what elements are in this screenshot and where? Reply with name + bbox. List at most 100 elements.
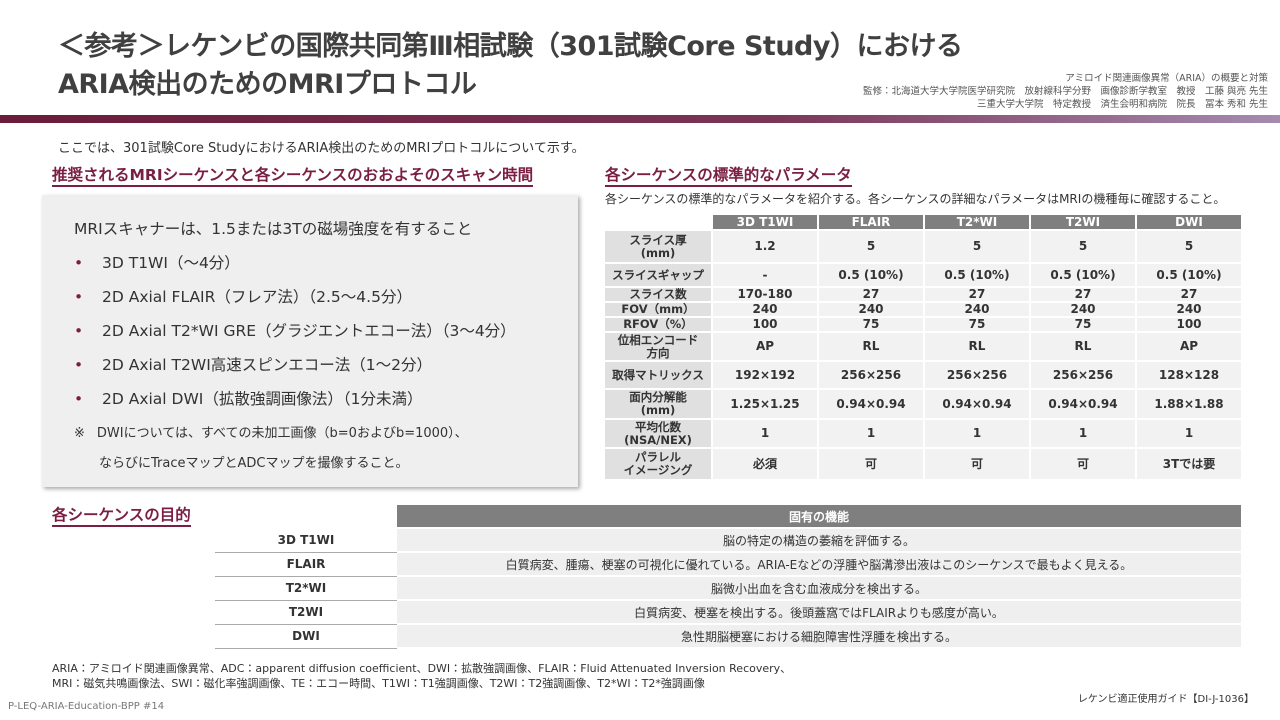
intro: ここでは、301試験Core StudyにおけるARIA検出のためのMRIプロト…	[58, 141, 585, 156]
cell: 0.94×0.94	[1029, 388, 1137, 420]
cell: 27	[1029, 286, 1137, 303]
row-label-line: FOV（mm）	[621, 302, 695, 316]
cell: 0.94×0.94	[817, 388, 925, 420]
row-label-line: 平均化数	[635, 419, 681, 434]
section-heading: 推奨されるMRIシーケンスと各シーケンスのおおよそのスキャン時間	[52, 163, 534, 187]
table-row: FOV（mm） 240 240 240 240 240	[603, 301, 1243, 318]
column-header: T2*WI	[923, 213, 1031, 231]
cell: 5	[923, 229, 1031, 264]
table-row: T2*WI 脳微小出血を含む血液成分を検出する。	[215, 576, 1241, 601]
list-item: • 2D Axial DWI（拡散強調画像法）（1分未満）	[74, 387, 578, 409]
cell: 5	[817, 229, 925, 264]
bullet: •	[74, 356, 84, 374]
row-label-line: スライス数	[629, 287, 687, 301]
cell: RL	[1029, 331, 1137, 362]
credit-line: 三重大学大学院 特定教授 済生会明和病院 院長 冨本 秀和 先生	[976, 99, 1268, 110]
cell: 75	[817, 316, 925, 333]
cell: 0.5 (10%)	[1029, 262, 1137, 288]
cell: 可	[817, 447, 925, 481]
item-text: 2D Axial FLAIR（フレア法）（2.5～4.5分）	[102, 288, 412, 306]
cell: -	[711, 262, 819, 288]
cell: 3Tでは要	[1135, 447, 1243, 481]
cell: 0.5 (10%)	[817, 262, 925, 288]
row-label-line: (mm)	[640, 403, 676, 417]
cell: 170-180	[711, 286, 819, 303]
sequence-name: 3D T1WI	[215, 528, 397, 553]
row-label-line: イメージング	[623, 463, 693, 477]
row-label: FOV（mm）	[603, 301, 713, 318]
title-line: ARIA検出のためのMRIプロトコル	[58, 69, 477, 100]
row-label: RFOV（%）	[603, 316, 713, 333]
cell: 可	[923, 447, 1031, 481]
table-row: FLAIR 白質病変、腫瘍、梗塞の可視化に優れている。ARIA-Eなどの浮腫や脳溝…	[215, 552, 1241, 577]
row-label-line: RFOV（%）	[623, 317, 693, 331]
title: ＜参考＞レケンビの国際共同第Ⅲ相試験（301試験Core Study）における A…	[58, 28, 963, 104]
column-header: T2WI	[1029, 213, 1137, 231]
function-text: 白質病変、梗塞を検出する。後頭蓋窩ではFLAIRよりも感度が高い。	[397, 600, 1241, 625]
subtitle: 各シーケンスの標準的なパラメータを紹介する。各シーケンスの詳細なパラメータはMR…	[605, 192, 1226, 206]
column-header: 3D T1WI	[711, 213, 819, 231]
row-label: スライス数	[603, 286, 713, 303]
cell: RL	[817, 331, 925, 362]
list-item: • 2D Axial T2*WI GRE（グラジエントエコー法）（3～4分）	[74, 319, 578, 341]
title-line: ＜参考＞レケンビの国際共同第Ⅲ相試験（301試験Core Study）における	[58, 31, 963, 62]
row-label-line: 面内分解能	[629, 390, 687, 404]
header-bar	[0, 115, 1280, 123]
cell: 5	[1135, 229, 1243, 264]
note-row: ※ DWIについては、すべての未加工画像（b=0およびb=1000）、	[74, 419, 578, 449]
row-label: 位相エンコード 方向	[603, 331, 713, 362]
item-text: 2D Axial T2WI高速スピンエコー法（1～2分）	[102, 356, 432, 374]
header-row: 固有の機能	[215, 505, 1241, 529]
section-heading: 各シーケンスの目的	[52, 503, 191, 527]
row-label-line: スライス厚	[629, 232, 687, 247]
cell: 27	[817, 286, 925, 303]
footnote-line: ARIA：アミロイド関連画像異常、ADC：apparent diffusion …	[52, 662, 792, 675]
cell: 1	[1029, 418, 1137, 449]
table-row: DWI 急性期脳梗塞における細胞障害性浮腫を検出する。	[215, 624, 1241, 649]
cell: 256×256	[817, 360, 925, 390]
corner-cell	[603, 213, 713, 231]
cell: 1	[1135, 418, 1243, 449]
table-row: スライス厚 (mm) 1.2 5 5 5 5	[603, 229, 1243, 264]
row-label-line: (NSA/NEX)	[624, 432, 692, 447]
bullet: •	[74, 322, 84, 340]
table-row: T2WI 白質病変、梗塞を検出する。後頭蓋窩ではFLAIRよりも感度が高い。	[215, 600, 1241, 625]
table-row: RFOV（%） 100 75 75 75 100	[603, 316, 1243, 333]
cell: 1	[711, 418, 819, 449]
function-text: 急性期脳梗塞における細胞障害性浮腫を検出する。	[397, 624, 1241, 649]
cell: AP	[1135, 331, 1243, 362]
slide-code: P-LEQ-ARIA-Education-BPP #14	[8, 701, 165, 712]
cell: 0.94×0.94	[923, 388, 1031, 420]
cell: 240	[711, 301, 819, 318]
table-row: パラレル イメージング 必須可可可 3Tでは要	[603, 447, 1243, 481]
cell: RL	[923, 331, 1031, 362]
row-label: 面内分解能 (mm)	[603, 388, 713, 420]
item-text: 3D T1WI（～4分）	[102, 254, 240, 272]
footnotes: ARIA：アミロイド関連画像異常、ADC：apparent diffusion …	[52, 661, 791, 691]
lead: MRIスキャナーは、1.5または3Tの磁場強度を有すること	[74, 220, 473, 238]
cell: 1	[923, 418, 1031, 449]
cell: 27	[923, 286, 1031, 303]
bullet: •	[74, 254, 84, 272]
table-row: スライス数 170-180 27 27 27 27	[603, 286, 1243, 303]
row-label-line: 方向	[646, 345, 670, 360]
note-line: ならびにTraceマップとADCマップを撮像すること。	[99, 456, 409, 471]
section-heading: 各シーケンスの標準的なパラメータ	[605, 163, 852, 187]
row-label-line: スライスギャップ	[612, 267, 704, 282]
cell: 1.25×1.25	[711, 388, 819, 420]
bullet: •	[74, 288, 84, 306]
cell: 240	[1135, 301, 1243, 318]
row-label: 平均化数 (NSA/NEX)	[603, 418, 713, 449]
requirements-box: MRIスキャナーは、1.5または3Tの磁場強度を有すること • 3D T1WI（～…	[42, 195, 578, 487]
cell: 5	[1029, 229, 1137, 264]
credit-line: アミロイド関連画像異常（ARIA）の概要と対策	[1065, 73, 1268, 84]
cell: 必須	[711, 447, 819, 481]
list-item: • 2D Axial FLAIR（フレア法）（2.5～4.5分）	[74, 285, 578, 307]
credit-line: 監修：北海道大学大学院医学研究院 放射線科学分野 画像診断学教室 教授 工藤 與…	[862, 86, 1268, 97]
note-line: DWIについては、すべての未加工画像（b=0およびb=1000）、	[96, 426, 468, 441]
guide-code: レケンビ適正使用ガイド【DI-J-1036】	[1077, 694, 1254, 705]
cell: 0.5 (10%)	[1135, 262, 1243, 288]
function-text: 白質病変、腫瘍、梗塞の可視化に優れている。ARIA-Eなどの浮腫や脳溝滲出液はこ…	[397, 552, 1241, 577]
cell: 75	[923, 316, 1031, 333]
